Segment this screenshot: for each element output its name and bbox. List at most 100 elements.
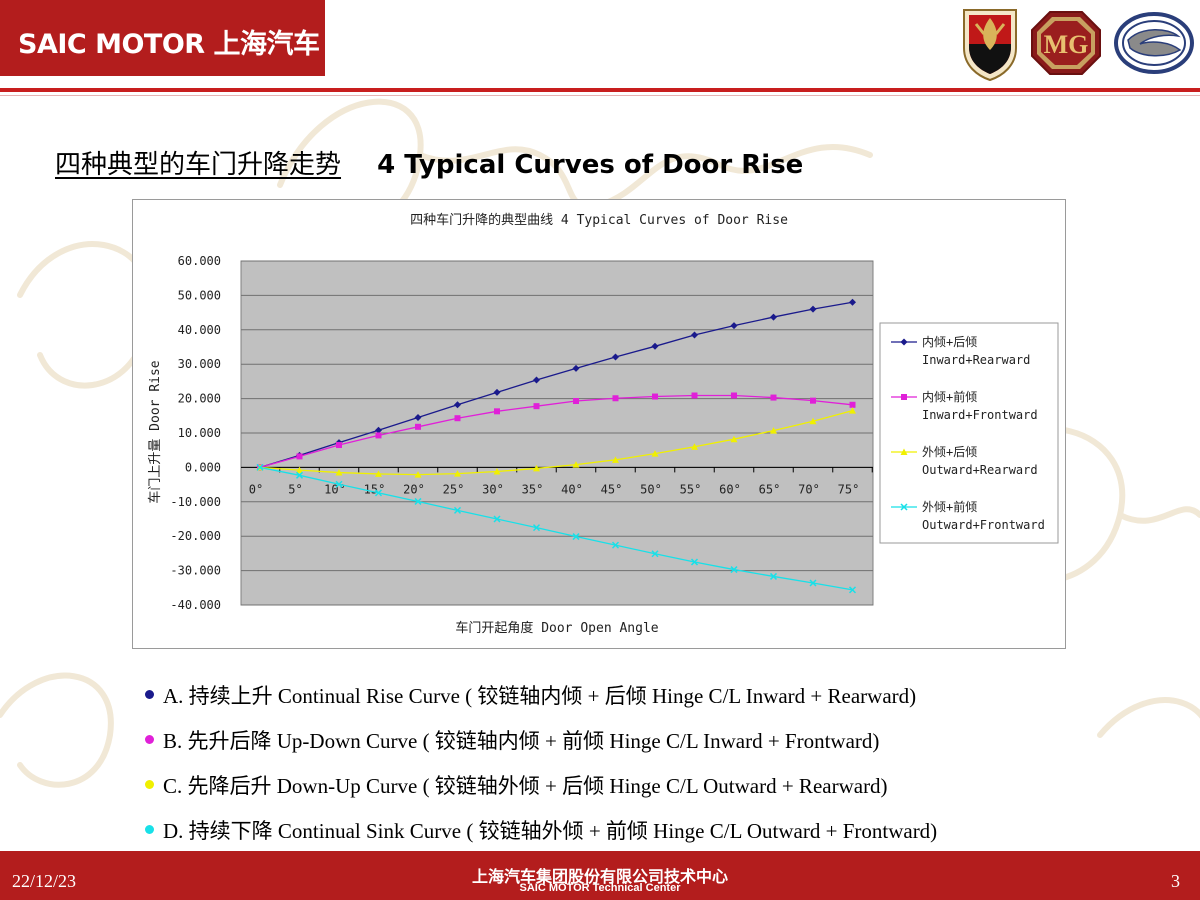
x-tick-label: 75° — [838, 482, 860, 496]
data-point — [374, 489, 383, 497]
mg-logo: MG — [1031, 11, 1101, 75]
data-point — [770, 427, 777, 434]
data-point — [731, 392, 737, 399]
series-path — [259, 410, 853, 476]
legend-label-cn: 内倾+后倾 — [922, 335, 977, 349]
data-point — [611, 541, 620, 549]
data-point — [414, 471, 422, 478]
data-point — [494, 408, 500, 415]
legend-label-cn: 外倾+后倾 — [922, 445, 977, 459]
x-tick-label: 20° — [403, 482, 425, 496]
x-tick-label: 35° — [522, 482, 544, 496]
legend-label-cn: 内倾+前倾 — [922, 389, 977, 404]
header-bar: SAIC MOTOR 上海汽车 MG — [0, 0, 1200, 96]
data-point — [730, 322, 738, 330]
data-point — [809, 579, 817, 587]
y-tick-label: -10.000 — [170, 495, 221, 509]
footer-bar: 22/12/23 上海汽车集团股份有限公司技术中心 SAIC MOTOR Tec… — [0, 851, 1200, 900]
data-point — [296, 466, 303, 474]
slide-title-cn: 四种典型的车门升降走势 — [55, 150, 342, 180]
legend-item: 外倾+前倾 Outward+Frontward — [891, 499, 1045, 532]
data-point — [769, 572, 778, 580]
data-point — [691, 331, 698, 339]
data-point — [532, 524, 541, 532]
series-path — [259, 466, 853, 591]
data-point — [295, 471, 304, 479]
bullet-dot-icon — [145, 825, 154, 834]
data-point — [375, 426, 382, 434]
x-tick-label: 50° — [640, 482, 662, 496]
legend-label-en: Outward+Frontward — [922, 518, 1045, 532]
x-tick-label: 60° — [719, 482, 741, 496]
header-rule-thin — [0, 95, 1200, 96]
data-point — [809, 417, 817, 425]
data-point — [414, 497, 422, 505]
legend-item: 内倾+前倾 Inward+Frontward — [891, 389, 1038, 422]
data-point — [454, 401, 461, 409]
data-point — [849, 401, 856, 408]
data-point — [612, 456, 619, 463]
ssangyong-logo — [1114, 12, 1194, 74]
y-tick-label: 60.000 — [178, 254, 221, 268]
data-point — [651, 550, 659, 558]
curve-descriptions: A. 持续上升 Continual Rise Curve ( 铰链轴内倾 + 后… — [145, 672, 1185, 852]
data-point — [730, 435, 738, 443]
slide-title-en: 4 Typical Curves of Door Rise — [377, 150, 804, 180]
chart-container: 四种车门升降的典型曲线 4 Typical Curves of Door Ris… — [132, 199, 1066, 649]
data-point — [730, 566, 738, 574]
data-point — [612, 353, 619, 361]
legend-label-en: Inward+Frontward — [922, 408, 1038, 422]
data-point — [493, 515, 501, 523]
data-point — [296, 453, 303, 460]
data-point — [849, 407, 856, 414]
data-point — [336, 442, 342, 449]
bullet-dot-icon — [145, 735, 154, 744]
x-tick-label: 55° — [680, 482, 702, 496]
legend-item: 外倾+后倾 Outward+Rearward — [891, 445, 1038, 477]
svg-text:MG: MG — [1044, 30, 1089, 59]
x-tick-label: 45° — [601, 482, 623, 496]
series-path — [259, 394, 853, 469]
bullet-item: D. 持续下降 Continual Sink Curve ( 铰链轴外倾 + 前… — [145, 807, 1185, 852]
data-point — [691, 443, 698, 450]
footer-org-cn: 上海汽车集团股份有限公司技术中心 — [471, 867, 728, 886]
y-tick-label: 50.000 — [178, 288, 221, 302]
y-tick-label: 30.000 — [178, 357, 221, 371]
data-point — [533, 403, 540, 410]
y-tick-label: 20.000 — [178, 392, 221, 406]
legend: 内倾+后倾 Inward+Rearward 内倾+前倾 Inward+Frontwar… — [879, 322, 1059, 544]
data-point — [900, 338, 908, 346]
data-point — [651, 450, 659, 457]
legend-label-en: Outward+Rearward — [922, 463, 1038, 477]
x-tick-label: 70° — [798, 482, 820, 496]
legend-item: 内倾+后倾 Inward+Rearward — [891, 335, 1030, 367]
data-point — [848, 586, 857, 594]
data-point — [335, 480, 343, 488]
data-point — [375, 470, 382, 477]
data-point — [900, 448, 908, 455]
data-point — [493, 388, 501, 396]
page-number: 3 — [1171, 871, 1180, 891]
chart-title: 四种车门升降的典型曲线 4 Typical Curves of Door Ris… — [410, 212, 788, 228]
data-point — [493, 468, 501, 475]
data-point — [375, 432, 382, 439]
slide-title: 四种典型的车门升降走势 4 Typical Curves of Door Ris… — [55, 144, 803, 181]
data-point — [573, 398, 579, 405]
y-axis-label: 车门上升量 Door Rise — [147, 360, 163, 503]
bullet-text: A. 持续上升 Continual Rise Curve ( 铰链轴内倾 + 后… — [163, 683, 917, 708]
data-point — [770, 394, 777, 401]
legend-label-cn: 外倾+前倾 — [922, 499, 977, 514]
data-point — [809, 305, 817, 313]
y-tick-label: 40.000 — [178, 323, 221, 337]
data-point — [256, 463, 264, 471]
data-point — [770, 313, 777, 321]
data-point — [572, 533, 580, 541]
data-point — [849, 298, 856, 306]
data-point — [612, 395, 619, 402]
x-tick-label: 40° — [561, 482, 583, 496]
footer-date: 22/12/23 — [12, 871, 77, 891]
x-tick-label: 0° — [249, 482, 263, 496]
x-tick-label: 25° — [443, 482, 465, 496]
door-rise-chart: 四种车门升降的典型曲线 4 Typical Curves of Door Ris… — [147, 212, 1059, 636]
data-point — [572, 461, 580, 468]
